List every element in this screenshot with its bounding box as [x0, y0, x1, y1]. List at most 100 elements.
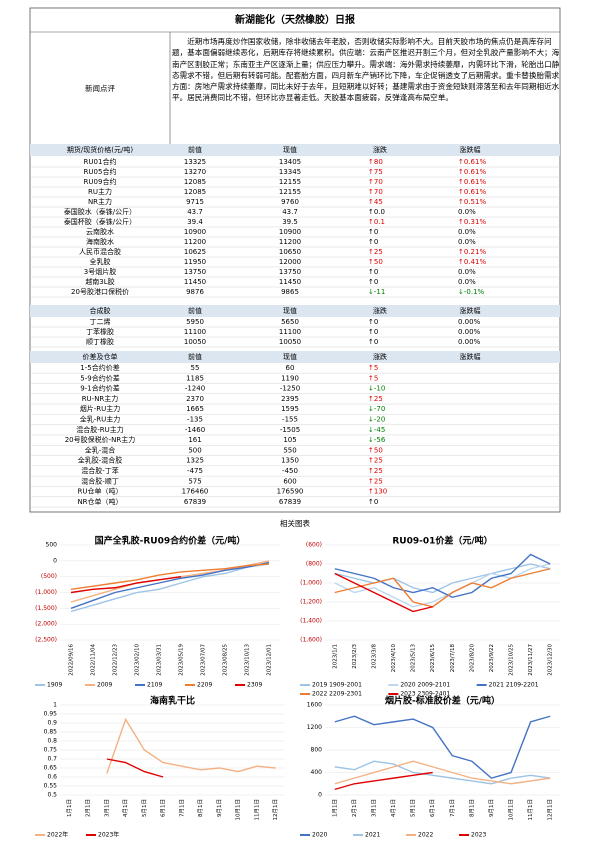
- legend-label: 2022: [418, 832, 433, 839]
- cell: 11200: [184, 238, 206, 246]
- section-header-bg: [30, 351, 560, 363]
- series-line: [334, 553, 551, 598]
- cell: ↑0.61%: [458, 188, 486, 196]
- x-tick-label: 6月1日: [429, 799, 436, 817]
- cell: ↑130: [368, 488, 387, 496]
- cell: 泰国杯胶（泰铢/公斤）: [64, 217, 136, 226]
- cell: 13270: [184, 168, 206, 176]
- cell: 0.00%: [458, 318, 481, 326]
- cell: 176460: [182, 488, 209, 496]
- legend-label: 2020 2009-2101: [400, 682, 450, 689]
- chart-title: 国产全乳胶-RU09合约价差（元/吨）: [95, 535, 246, 547]
- series-line: [334, 715, 551, 779]
- cell: 烟片-RU主力: [80, 404, 121, 413]
- cell: 混合胶-丁苯: [81, 466, 119, 475]
- cell: 0.0%: [458, 238, 476, 246]
- cell: NR仓单（吨）: [77, 497, 122, 506]
- cell: 13325: [184, 158, 206, 166]
- cell: 9865: [281, 288, 299, 296]
- legend-label: 2021 2109-2201: [489, 682, 539, 689]
- x-tick-label: 7月1日: [449, 799, 456, 817]
- cell: 10900: [184, 228, 206, 236]
- x-tick-label: 2023/11/27: [528, 644, 534, 676]
- y-tick-label: 0.75: [44, 747, 58, 754]
- cell: 全乳胶-混合胶: [78, 456, 123, 465]
- x-tick-label: 2023/05/19: [179, 644, 185, 676]
- x-tick-label: 2023/10/25: [509, 644, 515, 676]
- cell: 0.00%: [458, 338, 481, 346]
- cell: RU-NR主力: [82, 394, 119, 403]
- cell: ↑50: [368, 446, 383, 454]
- x-tick-label: 2023/02/10: [135, 644, 141, 676]
- cell: 0.00%: [458, 328, 481, 336]
- cell: 105: [283, 436, 296, 444]
- cell: 1325: [186, 457, 204, 465]
- cell: 1-5合约价差: [80, 363, 119, 372]
- cell: 云南胶水: [86, 227, 114, 236]
- y-tick-label: (1,400): [300, 618, 322, 625]
- cell: 55: [191, 364, 200, 372]
- series-line: [334, 563, 551, 608]
- cell: 11950: [184, 258, 206, 266]
- cell: 12085: [184, 178, 206, 186]
- series-line: [334, 563, 551, 594]
- cell: ↑70: [368, 178, 383, 186]
- cell: ↑0.61%: [458, 168, 486, 176]
- cell: 1595: [281, 405, 299, 413]
- y-tick-label: 0.5: [47, 792, 57, 799]
- cell: -1505: [280, 426, 300, 434]
- cell: ↑25: [368, 395, 383, 403]
- cell: ↓-11: [368, 288, 385, 296]
- cell: 43.7: [282, 208, 298, 216]
- y-tick-label: (1,200): [300, 599, 322, 606]
- x-tick-label: 2022/09/16: [69, 644, 75, 676]
- x-tick-label: 3月1日: [370, 799, 377, 817]
- cell: ↑0: [368, 238, 378, 246]
- cell: 0.0%: [458, 278, 476, 286]
- series-line: [334, 572, 433, 613]
- y-tick-label: (2,000): [35, 621, 57, 628]
- y-tick-label: (500): [41, 573, 57, 580]
- cell: 9760: [281, 198, 299, 206]
- cell: ↑0: [368, 268, 378, 276]
- x-tick-label: 2023/5/13: [411, 644, 417, 673]
- cell: ↓-45: [368, 426, 385, 434]
- x-tick-label: 2023/03/31: [157, 644, 163, 676]
- cell: -450: [282, 467, 298, 475]
- x-tick-label: 12月1日: [547, 799, 554, 821]
- cell: 1190: [281, 374, 299, 382]
- series-line: [70, 575, 182, 594]
- cell: 10650: [279, 248, 301, 256]
- cell: 11450: [279, 278, 301, 286]
- cell: 550: [283, 446, 296, 454]
- legend-label: 2022 2209-2301: [312, 691, 362, 698]
- x-tick-label: 12月1日: [272, 799, 279, 821]
- x-tick-label: 2023/12/30: [548, 644, 554, 676]
- cell: 全乳-混合: [85, 445, 116, 454]
- cell: NR主力: [88, 197, 112, 206]
- charts-heading: 相关图表: [280, 518, 310, 528]
- cell: 5650: [281, 318, 299, 326]
- cell: 67839: [279, 498, 301, 506]
- column-header: 前值: [188, 145, 202, 154]
- cell: 20号胶港口保税价: [71, 287, 129, 296]
- cell: ↑50: [368, 258, 383, 266]
- section-header-bg: [30, 144, 560, 156]
- x-tick-label: 2023/7/18: [450, 644, 456, 673]
- x-tick-label: 2022/12/23: [113, 644, 119, 676]
- cell: 12085: [184, 188, 206, 196]
- cell: ↑80: [368, 158, 383, 166]
- y-tick-label: (1,600): [300, 637, 322, 644]
- cell: 9876: [186, 288, 204, 296]
- cell: 1350: [281, 457, 299, 465]
- y-tick-label: 0: [318, 792, 322, 799]
- y-tick-label: (1,500): [35, 605, 57, 612]
- x-tick-label: 2023/1/1: [332, 644, 338, 669]
- cell: ↑0.51%: [458, 198, 486, 206]
- cell: 2395: [281, 395, 299, 403]
- legend-label: 2023: [471, 832, 486, 839]
- y-tick-label: (1,000): [35, 589, 57, 596]
- x-tick-label: 2023/12/01: [267, 644, 273, 676]
- x-tick-label: 8月1日: [197, 799, 204, 817]
